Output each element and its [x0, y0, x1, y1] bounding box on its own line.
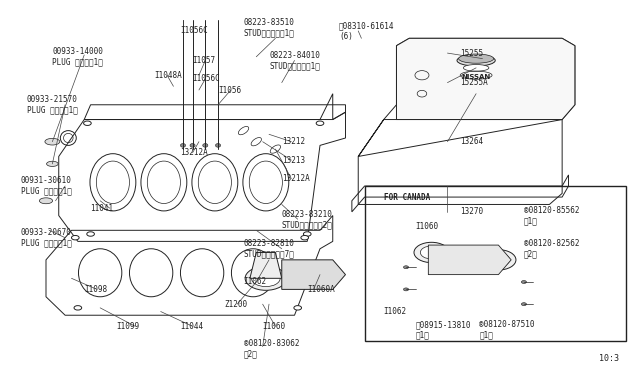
Ellipse shape	[87, 232, 95, 236]
Ellipse shape	[522, 280, 527, 283]
Text: ®08120-87510
（1）: ®08120-87510 （1）	[479, 320, 535, 340]
Text: I1057: I1057	[193, 56, 216, 65]
Ellipse shape	[301, 235, 308, 240]
Ellipse shape	[190, 144, 195, 147]
Ellipse shape	[84, 121, 92, 125]
Text: ®08120-82562
（2）: ®08120-82562 （2）	[524, 239, 579, 259]
Ellipse shape	[420, 246, 443, 259]
Text: ®08120-85562
（1）: ®08120-85562 （1）	[524, 206, 579, 225]
Text: 08223-83210
STUDスタッド（2）: 08223-83210 STUDスタッド（2）	[282, 209, 333, 229]
Ellipse shape	[203, 144, 208, 147]
Polygon shape	[250, 253, 282, 278]
Text: 10:3: 10:3	[600, 354, 620, 363]
Text: I1098: I1098	[84, 285, 108, 294]
Ellipse shape	[457, 55, 495, 66]
Bar	[365, 186, 626, 341]
Text: I1056: I1056	[218, 86, 241, 94]
Text: I1044: I1044	[180, 322, 203, 331]
Ellipse shape	[74, 306, 82, 310]
Text: ®08120-83062
（2）: ®08120-83062 （2）	[244, 339, 299, 358]
Polygon shape	[282, 260, 346, 289]
Ellipse shape	[303, 232, 311, 236]
Ellipse shape	[294, 306, 301, 310]
Polygon shape	[396, 38, 575, 119]
Text: 15255: 15255	[460, 49, 483, 58]
Ellipse shape	[45, 138, 60, 145]
Text: 15255A: 15255A	[460, 78, 488, 87]
Ellipse shape	[414, 242, 449, 263]
Text: I1060: I1060	[262, 322, 286, 331]
Text: I1056C: I1056C	[180, 26, 207, 35]
Text: 00933-20670
PLUG プラグ（1）: 00933-20670 PLUG プラグ（1）	[20, 228, 72, 247]
Text: I1062: I1062	[244, 278, 267, 286]
Text: 08223-83510
STUDスタッド（1）: 08223-83510 STUDスタッド（1）	[244, 17, 294, 37]
Text: I1048A: I1048A	[154, 71, 182, 80]
Ellipse shape	[316, 121, 324, 125]
Text: 11041: 11041	[91, 203, 114, 213]
Ellipse shape	[403, 288, 408, 291]
Text: 00933-21570
PLUG プラグ（1）: 00933-21570 PLUG プラグ（1）	[27, 95, 77, 115]
Text: Ⓠ08915-13810
（1）: Ⓠ08915-13810 （1）	[415, 320, 471, 340]
Text: I1060: I1060	[415, 222, 438, 231]
Text: NISSAN: NISSAN	[461, 74, 491, 80]
Ellipse shape	[245, 266, 287, 290]
Text: 00933-14000
PLUG プラグ（1）: 00933-14000 PLUG プラグ（1）	[52, 47, 103, 67]
Ellipse shape	[216, 144, 221, 147]
Text: Z1200: Z1200	[225, 300, 248, 309]
Text: 00931-30610
PLUG プラグ（1）: 00931-30610 PLUG プラグ（1）	[20, 176, 72, 196]
Text: 13212A: 13212A	[282, 174, 310, 183]
Text: 13213: 13213	[282, 155, 305, 165]
Ellipse shape	[180, 144, 186, 147]
Ellipse shape	[72, 235, 79, 240]
Text: I1056C: I1056C	[193, 74, 220, 83]
Text: FOR CANADA: FOR CANADA	[384, 193, 430, 202]
Ellipse shape	[252, 270, 280, 286]
Text: 13212: 13212	[282, 137, 305, 146]
Text: 08223-82810
STUDスタッド（7）: 08223-82810 STUDスタッド（7）	[244, 239, 294, 259]
Text: I1099: I1099	[116, 322, 140, 331]
Ellipse shape	[459, 54, 493, 63]
Ellipse shape	[403, 266, 408, 269]
Text: 13212A: 13212A	[180, 148, 207, 157]
Ellipse shape	[487, 253, 509, 266]
Text: Ⓝ08310-61614
(6): Ⓝ08310-61614 (6)	[339, 21, 395, 41]
Text: 13264: 13264	[460, 137, 483, 146]
Ellipse shape	[522, 303, 527, 306]
Text: I1062: I1062	[384, 307, 407, 316]
Ellipse shape	[481, 250, 516, 270]
Ellipse shape	[47, 161, 58, 166]
Ellipse shape	[463, 64, 489, 71]
Ellipse shape	[40, 198, 52, 204]
Polygon shape	[428, 245, 511, 275]
Text: I1060A: I1060A	[307, 285, 335, 294]
Text: 13270: 13270	[460, 207, 483, 217]
Text: 08223-84010
STUDスタッド（1）: 08223-84010 STUDスタッド（1）	[269, 51, 320, 70]
